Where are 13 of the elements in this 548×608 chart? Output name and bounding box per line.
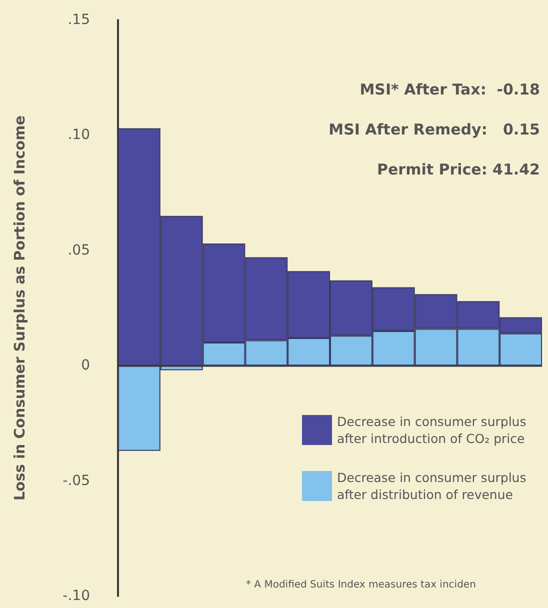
annotation: Permit Price: 41.42	[377, 160, 540, 178]
y-tick-label: .05	[68, 242, 90, 258]
annotation: * A Modified Suits Index measures tax inciden	[246, 580, 476, 590]
y-tick-label: -.10	[62, 588, 90, 604]
annotation: MSI After Remedy: 0.15	[328, 120, 540, 138]
y-tick-label: 0	[81, 358, 90, 374]
y-tick-label: .10	[68, 127, 90, 144]
y-axis-title: Loss in Consumer Surplus as Portion of Income	[12, 115, 28, 501]
legend-label: Decrease in consumer surplus after distribution of revenue	[337, 470, 530, 502]
y-tick-label: -.05	[62, 472, 90, 489]
annotation: MSI* After Tax: -0.18	[360, 80, 540, 98]
y-tick-label: .15	[68, 12, 90, 28]
legend-label: Decrease in consumer surplus after introduction of CO₂ price	[337, 414, 530, 446]
